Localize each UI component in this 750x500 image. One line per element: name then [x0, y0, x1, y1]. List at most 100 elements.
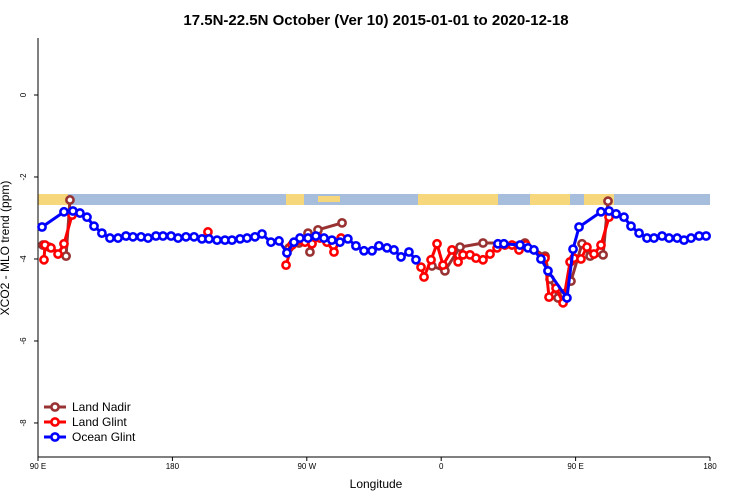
land-strip — [318, 196, 340, 202]
point — [89, 221, 99, 232]
point — [281, 260, 291, 271]
legend-label: Land Glint — [72, 415, 127, 429]
land-strip — [286, 194, 304, 205]
point — [257, 229, 267, 239]
chart-title: 17.5N-22.5N October (Ver 10) 2015-01-01 … — [183, 12, 568, 29]
point — [611, 208, 621, 219]
land-strip — [38, 194, 68, 205]
point — [596, 240, 606, 250]
point — [337, 218, 347, 228]
legend-label: Land Nadir — [72, 400, 131, 414]
point — [389, 245, 399, 255]
point — [544, 292, 554, 303]
point — [189, 231, 199, 242]
point — [404, 247, 414, 257]
point — [342, 233, 353, 244]
point — [582, 242, 592, 252]
ocean-strip — [38, 194, 710, 205]
point — [305, 247, 315, 257]
point — [113, 233, 123, 243]
land-strip — [530, 194, 570, 205]
point — [455, 242, 465, 252]
point — [485, 249, 495, 259]
legend-marker — [50, 432, 60, 442]
point — [598, 249, 608, 260]
point — [576, 254, 586, 264]
land-strip — [584, 194, 614, 205]
point — [212, 235, 222, 246]
point — [282, 247, 292, 258]
point — [59, 238, 69, 249]
y-tick-label: -4 — [19, 255, 28, 263]
point — [478, 254, 488, 265]
point — [419, 272, 429, 282]
point — [589, 249, 599, 259]
point — [59, 206, 69, 217]
land-strip — [418, 194, 498, 205]
point — [326, 235, 337, 246]
x-tick-label: 90 W — [297, 462, 316, 471]
point — [61, 251, 71, 262]
point — [411, 254, 421, 265]
legend-marker — [50, 417, 60, 427]
point — [204, 233, 214, 244]
point — [329, 247, 339, 257]
point — [574, 222, 584, 232]
x-tick-label: 90 E — [567, 462, 583, 471]
y-axis-label: XCO2 - MLO trend (ppm) — [0, 181, 12, 316]
point — [53, 249, 63, 259]
x-tick-label: 90 E — [30, 462, 46, 471]
point — [97, 228, 107, 239]
point — [351, 240, 361, 251]
point — [158, 231, 168, 241]
point — [432, 238, 442, 249]
point — [596, 206, 606, 217]
point — [478, 238, 488, 248]
point — [367, 245, 377, 256]
x-tick-label: 180 — [166, 462, 180, 471]
point — [515, 240, 525, 250]
point — [438, 260, 448, 271]
y-tick-label: -2 — [19, 173, 28, 181]
point — [335, 237, 345, 248]
point — [447, 245, 457, 255]
point — [686, 233, 696, 243]
legend-marker — [50, 402, 60, 412]
point — [319, 233, 329, 243]
point — [105, 233, 115, 243]
point — [619, 212, 629, 223]
y-tick-label: 0 — [19, 92, 28, 97]
point — [499, 238, 509, 249]
point — [568, 244, 578, 255]
point — [426, 254, 436, 265]
point — [664, 233, 674, 243]
point — [46, 243, 56, 253]
point — [649, 233, 659, 243]
x-axis-label: Longitude — [350, 477, 403, 491]
point — [82, 212, 92, 223]
point — [242, 233, 252, 243]
point — [396, 252, 406, 262]
point — [173, 233, 183, 243]
map-strip — [38, 194, 710, 205]
point — [562, 293, 572, 303]
point — [128, 231, 138, 242]
point — [416, 262, 426, 273]
point — [181, 231, 191, 242]
point — [359, 245, 369, 256]
point — [37, 222, 47, 232]
point — [453, 256, 463, 267]
point — [274, 236, 284, 246]
x-tick-label: 180 — [703, 462, 717, 471]
point — [634, 228, 644, 239]
point — [701, 231, 712, 241]
point — [529, 245, 539, 255]
point — [311, 231, 321, 241]
x-tick-label: 0 — [439, 462, 444, 471]
point — [295, 233, 305, 243]
point — [374, 240, 384, 251]
point — [143, 233, 153, 243]
legend-label: Ocean Glint — [72, 430, 136, 444]
